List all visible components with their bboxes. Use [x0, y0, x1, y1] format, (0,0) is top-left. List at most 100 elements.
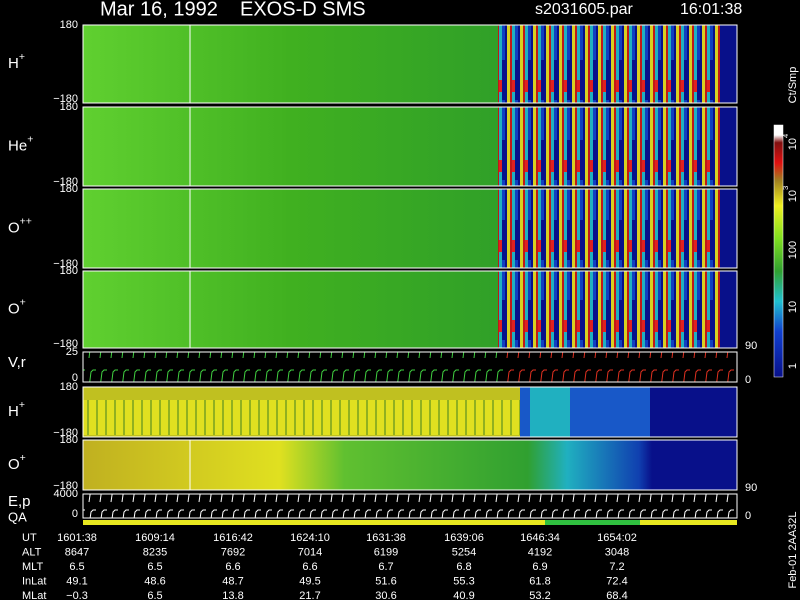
panel-label-base: H	[8, 403, 19, 420]
panel-label-base: H	[8, 55, 19, 72]
panel-label-base: E,p	[8, 493, 31, 510]
velocity-trace-red	[503, 352, 737, 382]
ephemeris-value: 53.2	[529, 590, 550, 600]
axis-bottom: −180	[53, 176, 78, 188]
ephemeris-value: 21.7	[299, 590, 320, 600]
right-axis: 90	[745, 482, 757, 494]
colorbar	[773, 124, 784, 378]
panel-frame	[82, 386, 738, 438]
ephemeris-value: 8235	[143, 546, 167, 558]
panel-label: O+	[8, 452, 26, 473]
colorbar-label: 10	[787, 301, 799, 313]
ephemeris-name: InLat	[22, 575, 46, 587]
panel-label-base: O	[8, 300, 20, 317]
panel-frame	[82, 493, 738, 519]
spectrogram-quiet	[83, 189, 498, 268]
panel-label-base: O	[8, 219, 20, 236]
ephemeris-value: 49.5	[299, 575, 320, 587]
spectrogram-active	[498, 25, 730, 103]
axis-bottom: −180	[53, 258, 78, 270]
ephemeris-value: 13.8	[222, 590, 243, 600]
panel-label: V,r	[8, 354, 26, 371]
ephemeris-value: 7014	[298, 546, 322, 558]
panel	[82, 386, 738, 438]
ephemeris-name: MLat	[22, 590, 46, 600]
panel	[82, 493, 738, 519]
date: Mar 16, 1992	[100, 0, 218, 20]
colorbar-label: 103	[781, 186, 799, 203]
panel-frame	[82, 351, 738, 383]
panel-label-base: O	[8, 456, 20, 473]
panel	[82, 106, 738, 187]
ephemeris-value: 7.2	[609, 561, 624, 573]
axis-top: 180	[60, 183, 78, 195]
panel-label: H+	[8, 399, 25, 420]
axis-top: 25	[66, 346, 78, 358]
ephemeris-value: 1631:38	[366, 532, 406, 544]
right-axis: 0	[745, 510, 751, 522]
panel	[82, 351, 738, 383]
ephemeris-value: 49.1	[66, 575, 87, 587]
axis-top: 180	[60, 265, 78, 277]
ephemeris-value: 3048	[605, 546, 629, 558]
ephemeris-value: 1646:34	[520, 532, 560, 544]
footer-id: Feb-01 2AA32L	[787, 511, 799, 588]
ephemeris-value: 1654:02	[597, 532, 637, 544]
colorbar-label-base: 10	[787, 301, 799, 313]
spectrogram-low	[83, 440, 737, 490]
spectrogram-low	[83, 387, 543, 437]
ephemeris-name: MLT	[22, 561, 43, 573]
panel-label-base: V,r	[8, 354, 26, 371]
spectrogram-quiet	[83, 271, 498, 348]
ephemeris-value: 6.5	[147, 590, 162, 600]
ephemeris-value: 1616:42	[213, 532, 253, 544]
ephemeris-value: 7692	[221, 546, 245, 558]
ephemeris-name: UT	[22, 532, 37, 544]
panel	[82, 270, 738, 349]
panel	[82, 24, 738, 104]
axis-top: 180	[60, 19, 78, 31]
ephemeris-value: 40.9	[453, 590, 474, 600]
ephemeris-value: 4192	[528, 546, 552, 558]
ephemeris-value: 51.6	[375, 575, 396, 587]
ephemeris-value: −0.3	[66, 590, 88, 600]
panel-label-base: He	[8, 137, 27, 154]
velocity-trace	[83, 352, 503, 382]
ephemeris-value: 1601:38	[57, 532, 97, 544]
qa-bar-good	[545, 520, 640, 525]
axis-top: 4000	[54, 488, 78, 500]
ephemeris-value: 6.9	[532, 561, 547, 573]
spectrogram-edge	[720, 107, 737, 186]
colorbar-label: 104	[781, 133, 799, 150]
right-axis: 90	[745, 340, 757, 352]
ephemeris-value: 48.7	[222, 575, 243, 587]
panel-label-sup: ++	[20, 215, 32, 227]
energy-trace	[83, 494, 737, 518]
panel	[82, 439, 738, 491]
ephemeris-value: 1609:14	[135, 532, 175, 544]
panel-label-sup: +	[19, 51, 25, 63]
labels: Mar 16, 1992 EXOS-D SMS s2031605.par 16:01:…	[8, 0, 799, 600]
panel-label: He+	[8, 133, 33, 154]
colorbar-label-base: 10	[787, 138, 799, 150]
panel-frame	[82, 106, 738, 187]
ephemeris-value: 8647	[65, 546, 89, 558]
spectrogram-edge	[720, 189, 737, 268]
panel-label: O++	[8, 215, 32, 236]
axis-top: 180	[60, 434, 78, 446]
ephemeris-value: 6.5	[147, 561, 162, 573]
colorbar-label: 100	[787, 241, 799, 259]
ephemeris-value: 6.6	[302, 561, 317, 573]
spectrogram-quiet	[83, 107, 498, 186]
ephemeris-name: ALT	[22, 546, 42, 558]
colorbar-label-sup: 3	[781, 186, 790, 190]
ephemeris-value: 6199	[374, 546, 398, 558]
qa-bar	[83, 520, 737, 525]
axis-bottom: −180	[53, 427, 78, 439]
ephemeris-value: 1639:06	[444, 532, 484, 544]
plots	[82, 24, 784, 525]
colorbar-label-base: 1	[787, 363, 799, 369]
colorbar-label: 1	[787, 363, 799, 369]
spectrogram-active	[498, 189, 730, 268]
ephemeris-value: 48.6	[144, 575, 165, 587]
